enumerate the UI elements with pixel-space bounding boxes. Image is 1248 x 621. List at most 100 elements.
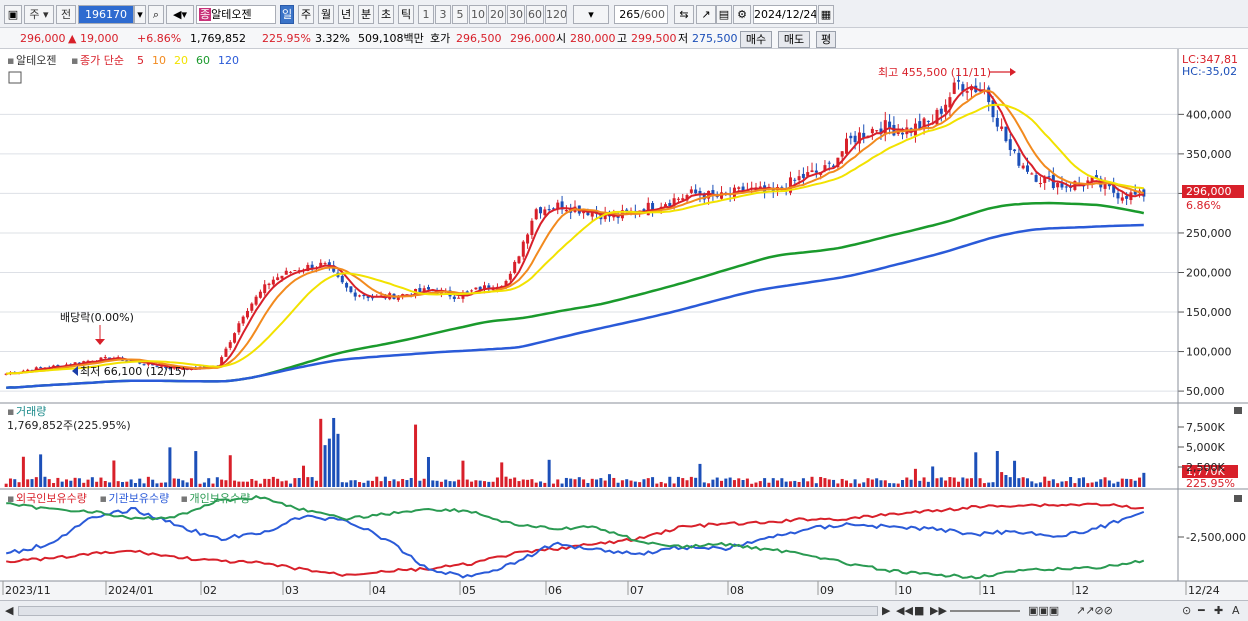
volume-bar — [284, 480, 288, 487]
price-change: ▲ 19,000 — [68, 32, 119, 45]
period-tab[interactable]: 분 — [358, 5, 374, 24]
volume-bar — [810, 476, 814, 487]
volume-bar — [862, 482, 866, 487]
save-icon[interactable]: ▤ — [716, 5, 732, 24]
candle-body — [539, 207, 543, 214]
period-tab[interactable]: 초 — [378, 5, 394, 24]
candle-body — [840, 151, 844, 157]
zoom-out-icon[interactable]: ━ — [1198, 604, 1205, 617]
period-tab[interactable]: 년 — [338, 5, 354, 24]
volume-bar — [1047, 480, 1051, 487]
interval-custom-select[interactable]: ▾ — [573, 5, 609, 24]
volume-bar — [569, 478, 573, 487]
interval-tab[interactable]: 5 — [452, 5, 468, 24]
volume-bar — [82, 482, 86, 487]
holdings-legend-item: 외국인보유수량 — [16, 492, 87, 505]
tools-icon[interactable]: ↗↗⊘⊘ — [1076, 604, 1113, 617]
period-tab[interactable]: 틱 — [398, 5, 414, 24]
candle-body — [844, 138, 848, 154]
volume-bar — [1129, 479, 1133, 487]
low-arrow-head — [72, 366, 78, 376]
x-tick-label: 08 — [730, 584, 744, 597]
interval-tab[interactable]: 1 — [418, 5, 434, 24]
calendar-icon[interactable]: ▦ — [818, 5, 834, 24]
volume-bar — [43, 476, 47, 487]
volume-bar — [599, 478, 603, 487]
candle-body — [814, 170, 818, 173]
holdings-panel-close-icon[interactable] — [1234, 495, 1242, 502]
volume-bar — [849, 483, 853, 487]
candle-body — [254, 296, 258, 305]
interval-tab[interactable]: 60 — [526, 5, 544, 24]
stock-name-field[interactable]: 종알테오젠 — [196, 5, 276, 24]
candle-body — [370, 297, 374, 299]
holdings-line-1 — [5, 506, 1145, 579]
stock-code-input[interactable]: 196170 — [78, 5, 134, 24]
candle-body — [1103, 182, 1107, 189]
volume-bar — [271, 476, 275, 487]
sell-button[interactable]: 매도 — [778, 31, 810, 48]
candle-body — [793, 179, 797, 181]
x-tick-label: 11 — [982, 584, 996, 597]
scroll-bar[interactable]: ◀ ▶ ◀◀ ■ ▶▶ ▣▣▣ ↗↗⊘⊘ ⊙ ━ ✚ A — [0, 600, 1248, 621]
buy-button[interactable]: 매수 — [740, 31, 772, 48]
zoom-in-icon[interactable]: ✚ — [1214, 604, 1224, 617]
candle-body — [952, 82, 956, 94]
forward-icon[interactable]: ▶▶ — [930, 604, 947, 617]
candle-body — [297, 270, 301, 272]
chart-settings-icon[interactable]: ▣ — [4, 5, 22, 24]
period-tab[interactable]: 월 — [318, 5, 334, 24]
rewind-icon[interactable]: ◀◀ — [896, 604, 913, 617]
volume-bar — [935, 478, 939, 487]
interval-tab[interactable]: 120 — [545, 5, 567, 24]
volume-panel-close-icon[interactable] — [1234, 407, 1242, 414]
zoom-slider[interactable] — [950, 610, 1020, 612]
interval-tab[interactable]: 20 — [488, 5, 506, 24]
market-select[interactable]: 주 ▾ — [24, 5, 54, 24]
volume-bar — [521, 479, 525, 487]
market-type-select[interactable]: 전 — [56, 5, 76, 24]
candle-body — [935, 109, 939, 125]
speaker-icon[interactable]: ◀▾ — [166, 5, 194, 24]
market-type-value: 전 — [60, 8, 72, 21]
scroll-left-icon[interactable]: ◀ — [5, 604, 14, 617]
auto-icon[interactable]: A — [1232, 604, 1240, 617]
stop-icon[interactable]: ■ — [914, 604, 925, 617]
volume-bar — [426, 456, 430, 487]
stock-chart[interactable]: 400,000350,000300,000250,000200,000150,0… — [0, 49, 1248, 600]
period-tab[interactable]: 주 — [298, 5, 314, 24]
volume-bar — [77, 478, 81, 487]
volume-bar — [832, 479, 836, 487]
draw-icon[interactable]: ↗ — [696, 5, 716, 24]
compare-icon[interactable]: ⇆ — [674, 5, 694, 24]
volume-bar — [1077, 478, 1081, 487]
code-dropdown-icon[interactable]: ▾ — [134, 5, 146, 24]
candle-body — [651, 202, 655, 211]
volume-legend: 거래량 — [16, 405, 46, 418]
volume-bar — [595, 479, 599, 487]
interval-tab[interactable]: 30 — [507, 5, 525, 24]
candle-body — [1090, 177, 1094, 183]
candle-body — [159, 366, 163, 368]
volume-bar — [844, 480, 848, 487]
count-input[interactable]: 265/600 — [614, 5, 668, 24]
x-tick-label: 03 — [285, 584, 299, 597]
interval-tab[interactable]: 3 — [435, 5, 451, 24]
interval-tab[interactable]: 10 — [469, 5, 487, 24]
candle-body — [508, 273, 512, 280]
grid-toggle-icon[interactable] — [8, 71, 22, 84]
zoom-reset-icon[interactable]: ⊙ — [1182, 604, 1192, 617]
volume-tick-label: 5,000K — [1186, 441, 1225, 454]
gear-icon[interactable]: ⚙ — [733, 5, 751, 24]
volume-bar — [905, 477, 909, 487]
candle-body — [646, 202, 650, 216]
layout-icon[interactable]: ▣▣▣ — [1028, 604, 1060, 617]
scroll-track[interactable] — [18, 606, 878, 616]
candle-body — [422, 288, 426, 292]
period-tab[interactable]: 일 — [280, 5, 294, 24]
candle-body — [590, 212, 594, 217]
eval-button[interactable]: 평 — [816, 31, 836, 48]
scroll-right-icon[interactable]: ▶ — [882, 604, 891, 617]
date-input[interactable]: 2024/12/24 — [753, 5, 817, 24]
search-icon[interactable]: ⌕ — [148, 5, 164, 24]
